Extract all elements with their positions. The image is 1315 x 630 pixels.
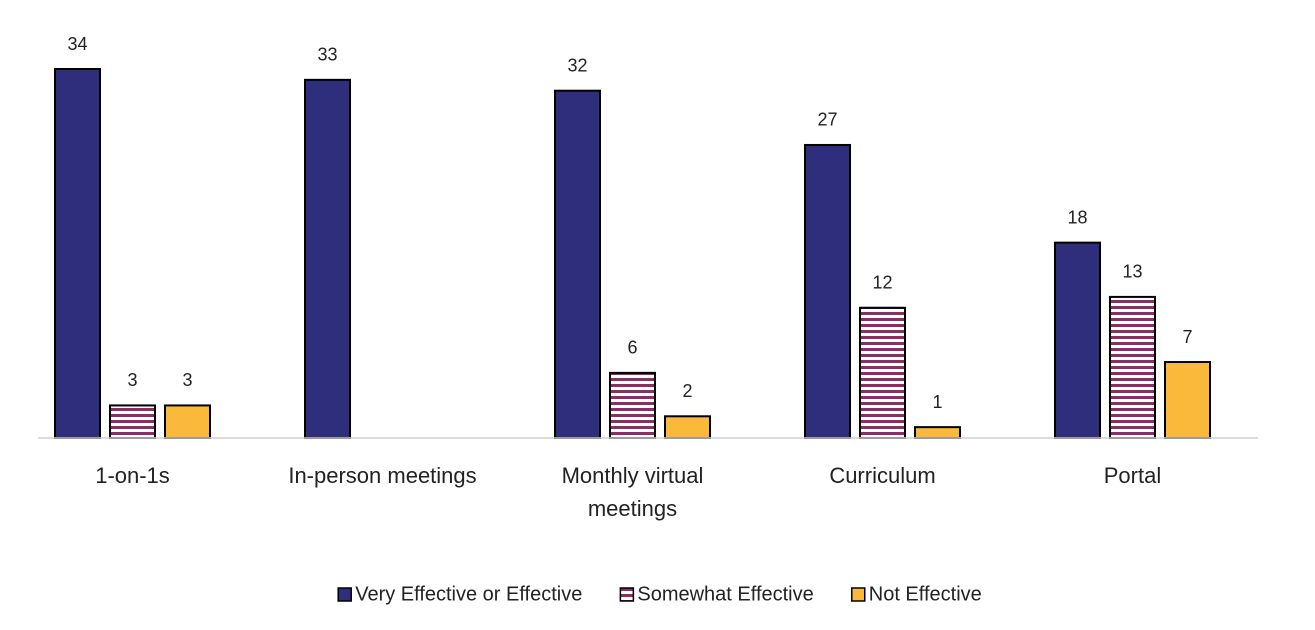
bar bbox=[304, 78, 351, 440]
bar bbox=[859, 306, 906, 439]
bar bbox=[664, 415, 711, 440]
bar bbox=[609, 371, 656, 439]
legend-item: Very Effective or Effective bbox=[337, 583, 582, 605]
legend-label: Somewhat Effective bbox=[637, 583, 813, 605]
bar bbox=[1109, 295, 1156, 440]
bar bbox=[914, 426, 961, 440]
data-label: 2 bbox=[682, 381, 692, 401]
data-label: 27 bbox=[817, 110, 837, 130]
legend-swatch bbox=[851, 587, 866, 602]
x-tick-label: Portal bbox=[1104, 463, 1161, 488]
data-label: 18 bbox=[1067, 207, 1087, 227]
x-tick-label: In-person meetings bbox=[288, 463, 476, 488]
legend-item: Somewhat Effective bbox=[619, 583, 814, 605]
bar bbox=[1164, 361, 1211, 440]
bar bbox=[554, 89, 601, 440]
legend-label: Not Effective bbox=[869, 583, 982, 605]
bar bbox=[804, 143, 851, 439]
data-label: 6 bbox=[627, 338, 637, 358]
legend-swatch bbox=[337, 587, 352, 602]
data-label: 3 bbox=[127, 370, 137, 390]
data-label: 7 bbox=[1182, 327, 1192, 347]
bar bbox=[109, 404, 156, 439]
bar bbox=[54, 68, 101, 439]
x-tick-label: 1-on-1s bbox=[95, 463, 170, 488]
data-label: 1 bbox=[932, 392, 942, 412]
data-label: 32 bbox=[567, 55, 587, 75]
legend-label: Very Effective or Effective bbox=[355, 583, 582, 605]
data-label: 12 bbox=[872, 273, 892, 293]
data-label: 3 bbox=[182, 370, 192, 390]
data-label: 33 bbox=[317, 45, 337, 65]
bar bbox=[164, 404, 211, 439]
legend-swatch bbox=[619, 587, 635, 602]
x-tick-label: Curriculum bbox=[829, 463, 935, 488]
bar bbox=[1054, 241, 1101, 439]
legend-item: Not Effective bbox=[851, 583, 982, 605]
data-label: 34 bbox=[67, 34, 87, 54]
data-label: 13 bbox=[1122, 262, 1142, 282]
x-tick-label: Monthly virtual meetings bbox=[562, 463, 704, 521]
